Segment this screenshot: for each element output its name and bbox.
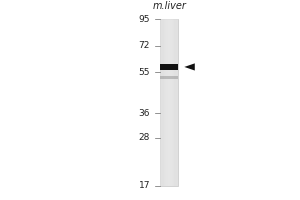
Bar: [160, 19, 178, 186]
Text: 28: 28: [139, 133, 150, 142]
Bar: [160, 76, 178, 79]
Bar: [160, 64, 178, 70]
Text: 72: 72: [139, 41, 150, 50]
Text: 17: 17: [139, 181, 150, 190]
Text: 36: 36: [139, 109, 150, 118]
Text: 95: 95: [139, 15, 150, 24]
Polygon shape: [184, 63, 195, 71]
Text: m.liver: m.liver: [152, 1, 186, 11]
Text: 55: 55: [139, 68, 150, 77]
